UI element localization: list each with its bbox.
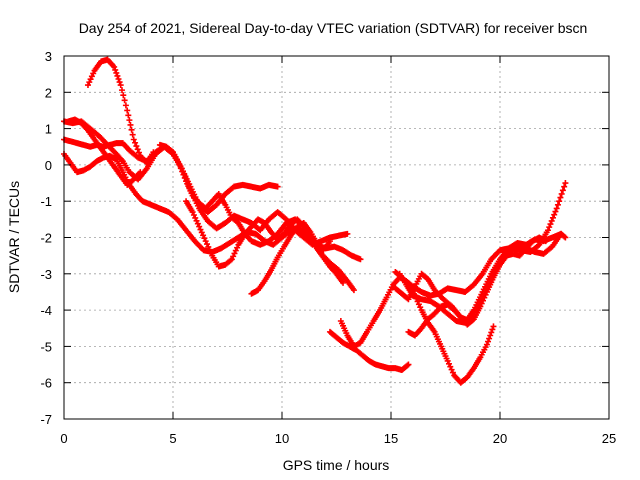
data-point [553,205,560,212]
data-point [122,102,129,109]
data-point [129,131,136,138]
data-point [548,217,555,224]
data-point [489,326,496,333]
data-point [326,238,333,245]
x-tick-labels: 0 5 10 15 20 25 [60,431,616,446]
y-tick-label: -7 [40,412,52,427]
data-point [134,146,141,153]
data-point [483,341,490,348]
data-point [547,221,554,228]
data-point [486,335,493,342]
data-point [181,174,188,181]
data-point [177,165,184,172]
data-point [135,149,142,156]
data-point [124,107,131,114]
data-point [561,233,568,240]
data-point [176,161,183,168]
y-tick-label: -3 [40,267,52,282]
series-track-g [183,198,347,286]
series-track-i [326,328,412,373]
data-point [549,214,556,221]
data-point [557,194,564,201]
data-point [404,362,411,369]
data-point [559,187,566,194]
series-track-e [65,116,144,188]
data-point [130,136,137,143]
data-point [132,139,139,146]
y-tick-label: -2 [40,231,52,246]
x-axis-label: GPS time / hours [283,457,390,473]
data-point [117,82,124,89]
data-point [561,183,568,190]
data-point [125,112,132,119]
data-point [552,208,559,215]
y-tick-label: -6 [40,376,52,391]
x-tick-label: 10 [275,431,289,446]
data-point [115,75,122,82]
data-point [133,143,140,150]
y-tick-label: -5 [40,339,52,354]
data-point [126,117,133,124]
data-point [350,287,357,294]
data-point [118,87,125,94]
data-point [542,238,549,245]
data-point [344,230,351,237]
data-point [544,227,551,234]
data-point [112,66,119,73]
x-tick-label: 25 [602,431,616,446]
x-tick-label: 15 [384,431,398,446]
data-point [558,190,565,197]
data-point [469,317,476,324]
data-point [357,256,364,263]
x-tick-label: 0 [60,431,67,446]
data-point [120,92,127,99]
data-point [554,201,561,208]
data-point [405,361,412,368]
data-point [128,126,135,133]
series-track-n [405,234,549,339]
data-point [180,171,187,178]
data-point [556,198,563,205]
series-track-m [392,268,497,386]
data-point [111,63,118,70]
y-tick-label: 2 [45,85,52,100]
data-point [487,332,494,339]
data-point [179,168,186,175]
data-point [137,169,144,176]
data-point [127,121,134,128]
data-point [485,338,492,345]
data-point [116,79,123,86]
data-point [562,180,569,187]
data-point [113,69,120,76]
data-point [121,97,128,104]
y-tick-label: -1 [40,194,52,209]
data-points [61,56,569,386]
y-tick-labels: -7 -6 -5 -4 -3 -2 -1 0 1 2 3 [40,49,52,427]
y-axis-label: SDTVAR / TECUs [6,181,22,293]
y-tick-label: 3 [45,49,52,64]
data-point [562,234,569,241]
y-tick-label: 0 [45,158,52,173]
data-point [551,211,558,218]
data-point [340,279,347,286]
chart-title: Day 254 of 2021, Sidereal Day-to-day VTE… [79,20,588,36]
y-tick-label: -4 [40,303,52,318]
y-tick-label: 1 [45,122,52,137]
axis-ticks [63,55,610,420]
x-tick-label: 20 [493,431,507,446]
grid-lines [64,56,609,419]
data-point [546,224,553,231]
data-point [488,329,495,336]
data-point [274,183,281,190]
x-tick-label: 5 [169,431,176,446]
data-point [490,323,497,330]
series-track-h [248,219,333,297]
data-point [114,72,121,79]
